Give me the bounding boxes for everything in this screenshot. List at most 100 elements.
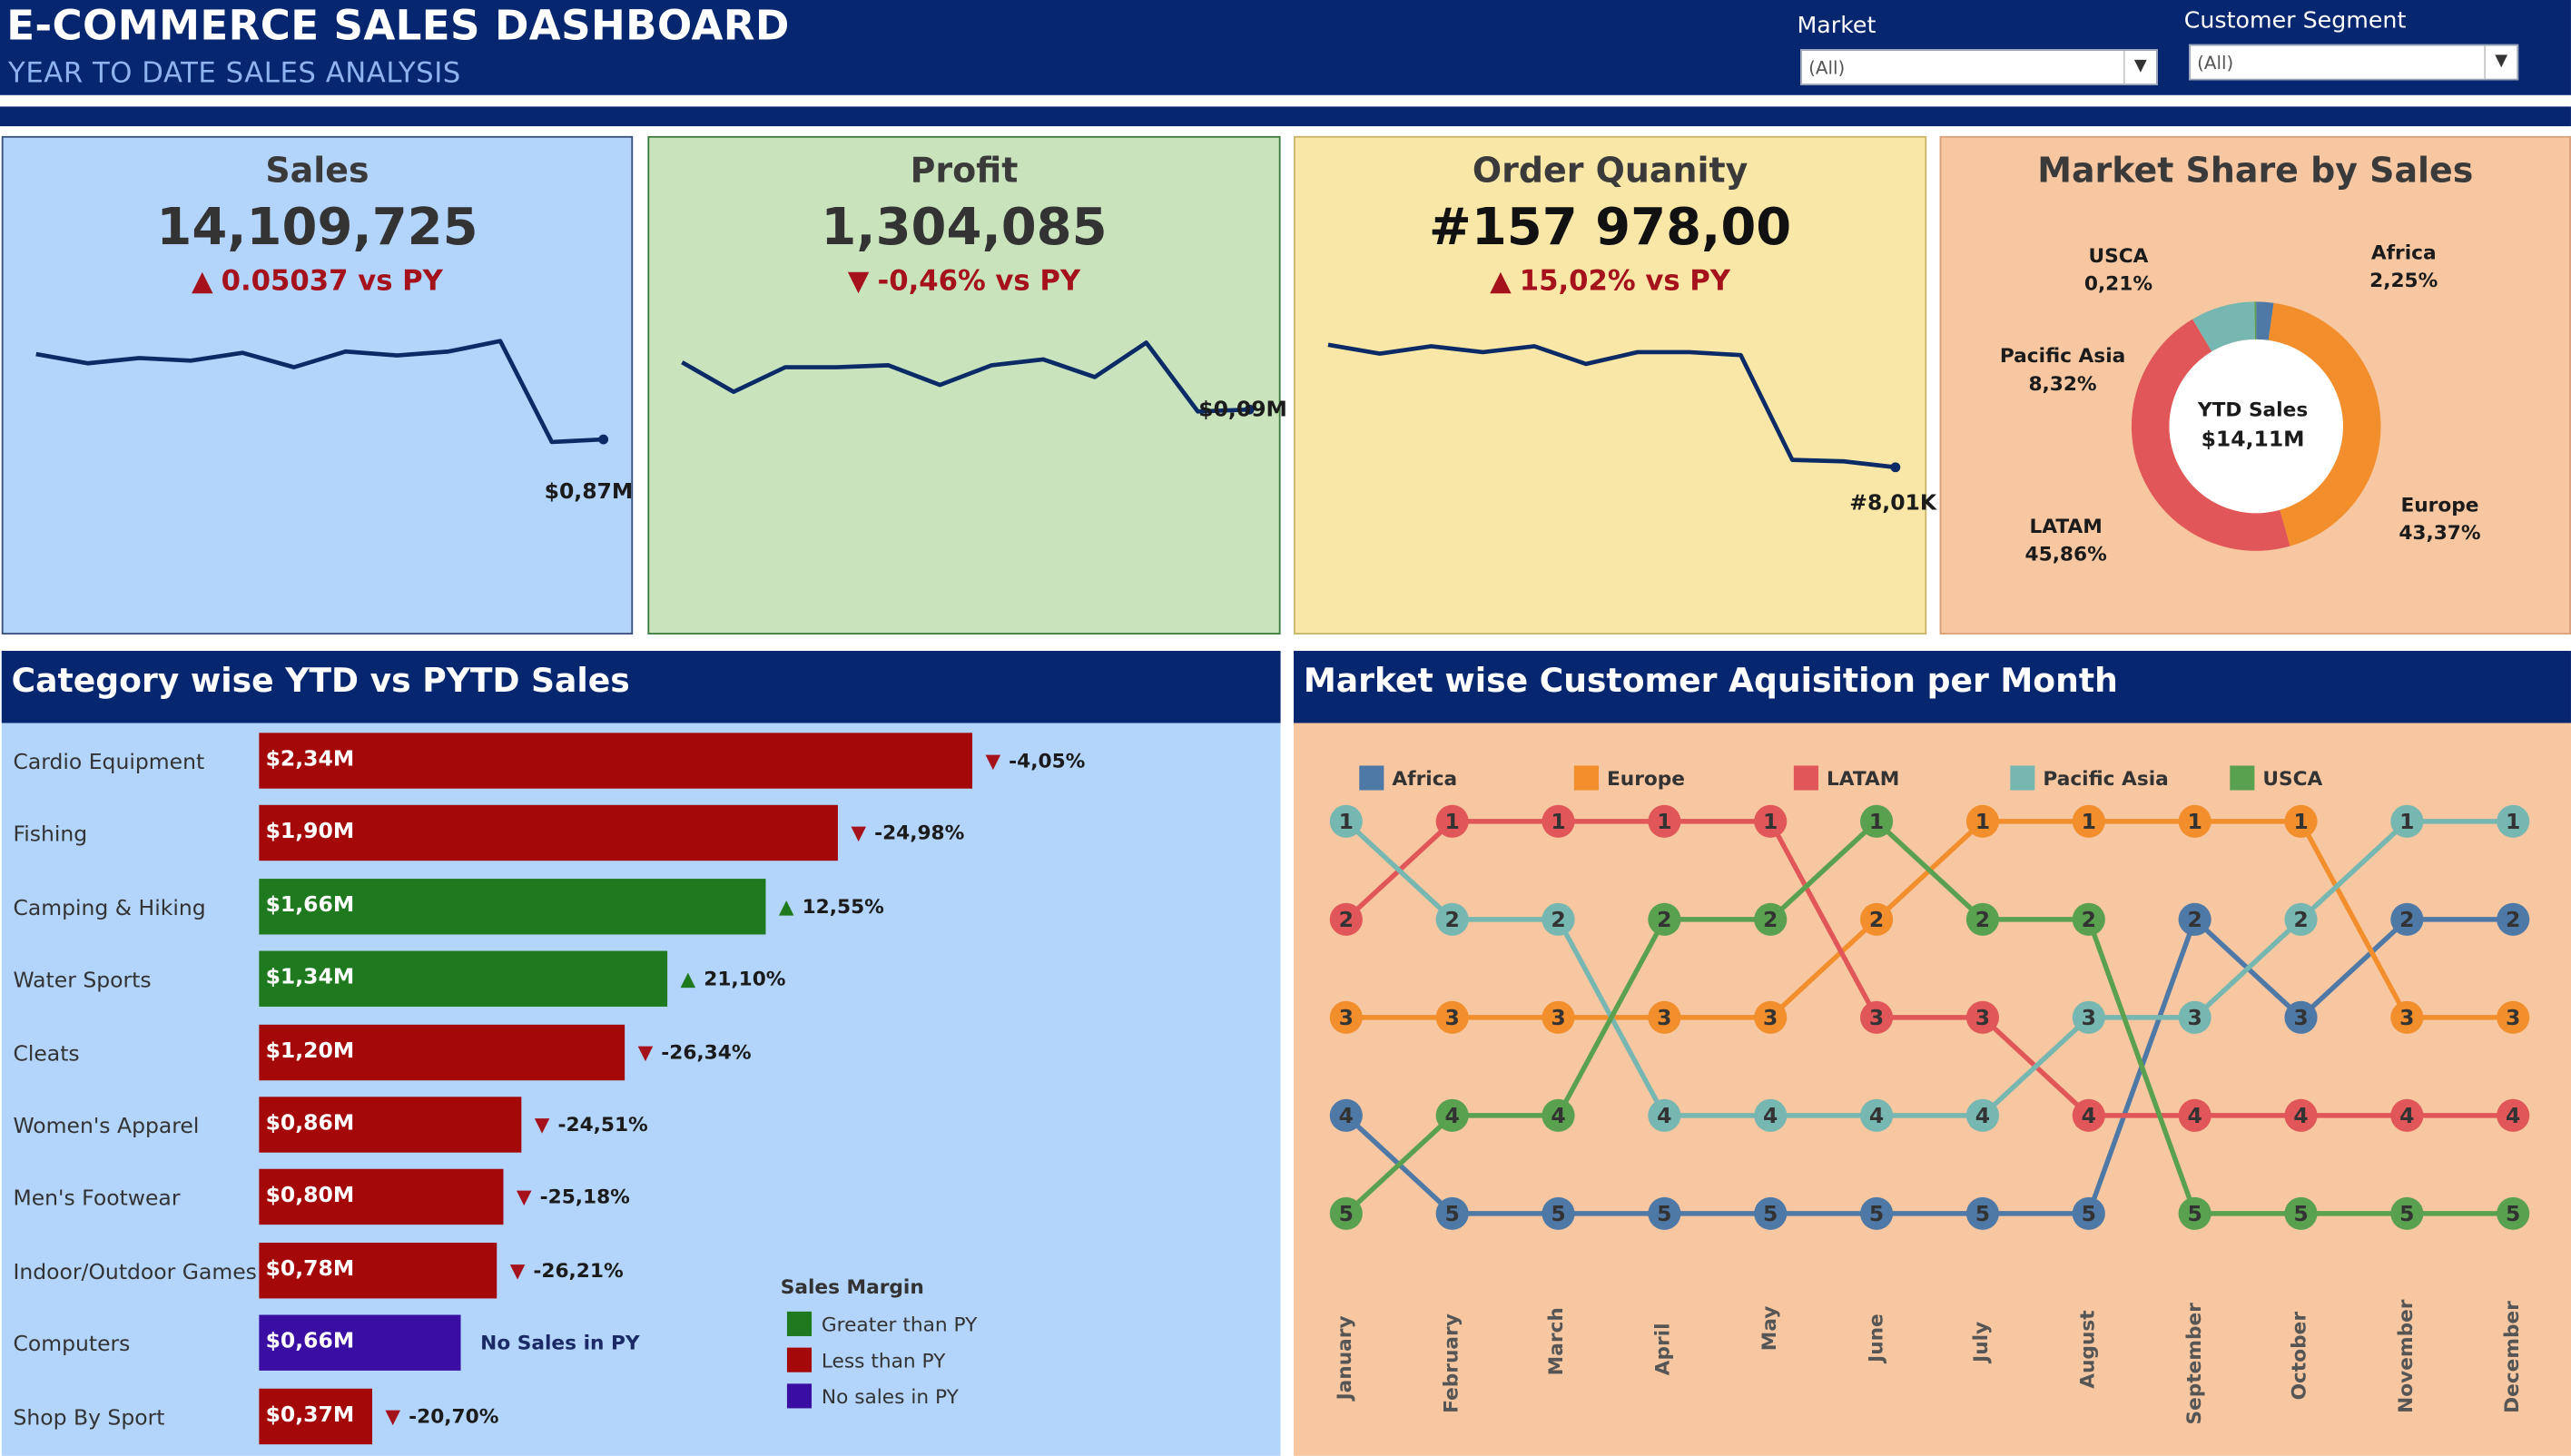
series-point: 1 [2497,804,2530,838]
series-point: 2 [1648,902,1681,936]
series-point: 3 [2497,1000,2530,1034]
legend-item-greater: Greater than PY [786,1311,977,1336]
series-point: 2 [2390,902,2424,936]
legend-item-less: Less than PY [786,1347,946,1372]
category-label: Indoor/Outdoor Games [13,1260,257,1285]
category-bar[interactable]: $1,34M [259,950,668,1008]
svg-text:1: 1 [2187,809,2202,834]
market-share-title: Market Share by Sales [2037,151,2474,191]
category-change: No Sales in PY [480,1332,639,1354]
svg-text:5: 5 [1444,1201,1459,1226]
legend-label: USCA [2262,767,2323,791]
segment-filter-select[interactable]: (All) ▼ [2189,44,2519,81]
legend-swatch [786,1383,813,1409]
slice-name: Europe [2400,493,2479,516]
legend-label: LATAM [1826,767,1900,791]
series-point: 1 [1648,804,1681,838]
category-bar[interactable]: $1,90M [259,805,838,861]
series-point: 1 [1860,804,1894,838]
legend-item-latam: LATAM [1793,765,1900,791]
legend-label: Less than PY [821,1349,946,1372]
up-triangle-icon: ▲ [680,967,696,991]
series-point: 1 [1754,804,1788,838]
series-point: 4 [1542,1098,1575,1132]
series-point: 2 [1860,902,1894,936]
market-filter-select[interactable]: (All) ▼ [1800,49,2158,85]
series-point: 5 [1648,1196,1681,1230]
series-point: 3 [1542,1000,1575,1034]
category-bar[interactable]: $2,34M [259,733,973,789]
legend-swatch [786,1347,813,1372]
series-point: 2 [1754,902,1788,936]
category-bar[interactable]: $0,86M [259,1097,522,1153]
segment-filter-value: (All) [2197,52,2234,74]
category-panel-title: Category wise YTD vs PYTD Sales [1,651,1281,723]
chevron-down-icon[interactable]: ▼ [2123,50,2156,84]
series-point: 3 [1965,1000,1999,1034]
series-point: 4 [1965,1098,1999,1132]
month-label: January [1333,1315,1356,1401]
series-point: 2 [2497,902,2530,936]
svg-text:3: 3 [2399,1005,2414,1030]
donut-center-value: $14,11M [2201,428,2305,453]
slice-pct: 8,32% [2028,371,2097,396]
slice-label-latam: LATAM 45,86% [2014,513,2119,568]
legend-item-africa: Africa [1359,765,1457,791]
series-point: 2 [2072,902,2105,936]
series-point: 1 [2072,804,2105,838]
series-point: 5 [1329,1196,1363,1230]
series-point: 5 [1860,1196,1894,1230]
svg-text:2: 2 [1657,907,1671,932]
svg-text:4: 4 [2082,1103,2096,1128]
sparkline-end-point [1890,462,1901,473]
svg-text:2: 2 [1975,907,1990,932]
svg-text:3: 3 [2293,1005,2308,1030]
category-bar[interactable]: $0,66M [259,1314,461,1372]
svg-text:4: 4 [2293,1103,2308,1128]
series-point: 4 [1329,1098,1363,1132]
market-filter-value: (All) [1808,57,1846,79]
kpi-delta-text: 15,02% vs PY [1519,265,1731,299]
category-change-value: -20,70% [409,1404,499,1428]
series-line-pacific-asia [1344,819,2514,1118]
month-label: September [2182,1303,2205,1426]
svg-text:3: 3 [1551,1005,1565,1030]
category-bar[interactable]: $1,20M [259,1024,626,1080]
donut-slice-africa [2256,301,2274,340]
legend-swatch [1793,765,1818,791]
slice-name: Pacific Asia [1999,344,2126,368]
series-point: 3 [2284,1000,2318,1034]
month-label: April [1650,1323,1675,1376]
svg-text:2: 2 [1869,907,1884,932]
sales-sparkline [35,339,609,445]
category-label: Cardio Equipment [13,751,205,776]
svg-text:3: 3 [1657,1005,1671,1030]
category-bar[interactable]: $1,66M [259,878,766,935]
legend-label: Europe [1606,767,1686,791]
category-change-value: 21,10% [704,967,786,991]
series-point: 1 [1965,804,1999,838]
category-bar[interactable]: $0,80M [259,1169,504,1225]
market-share-donut [2131,301,2381,551]
up-triangle-icon: ▲ [778,894,794,919]
series-point: 5 [2390,1196,2424,1230]
series-point: 5 [1754,1196,1788,1230]
svg-text:1: 1 [2293,809,2308,834]
kpi-delta-text: -0,46% vs PY [877,265,1081,299]
slice-label-usca: USCA 0,21% [2069,242,2167,298]
category-bar[interactable]: $0,78M [259,1242,497,1299]
legend-swatch [2010,765,2035,791]
donut-hole [2169,339,2343,514]
chevron-down-icon[interactable]: ▼ [2484,45,2517,79]
category-bar[interactable]: $0,37M [259,1388,372,1444]
header-band [0,106,2571,127]
dashboard-title: E-COMMERCE SALES DASHBOARD [6,1,790,50]
kpi-value: 14,109,725 [156,198,478,258]
svg-text:1: 1 [1975,809,1990,834]
kpi-delta-text: 0.05037 vs PY [221,265,443,299]
slice-label-africa: Africa 2,25% [2355,240,2453,295]
svg-text:2: 2 [2082,907,2096,932]
svg-text:5: 5 [1339,1201,1354,1226]
svg-text:5: 5 [2187,1201,2202,1226]
profit-kpi-card: Profit 1,304,085 ▼ -0,46% vs PY $0,09M [647,135,1287,635]
